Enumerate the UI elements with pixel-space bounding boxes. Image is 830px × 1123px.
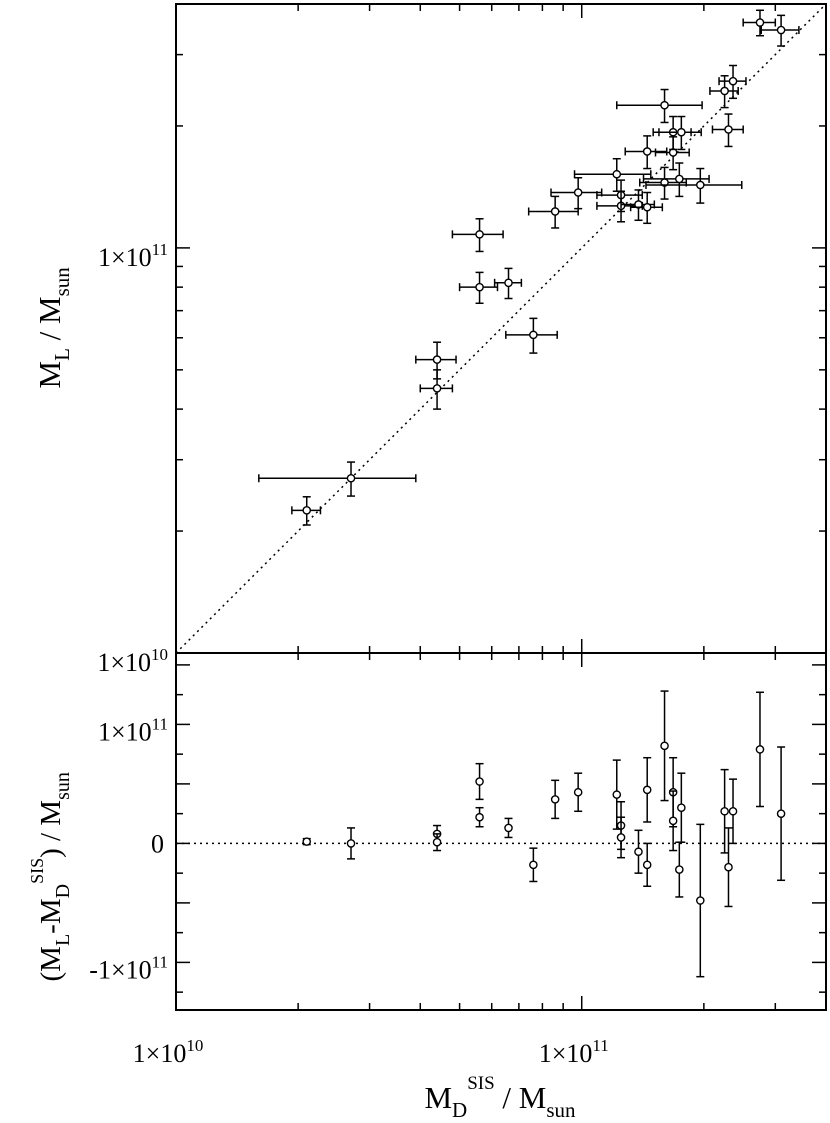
one-to-one-line: [175, 3, 827, 654]
top-y-axis-label: ML / Msun: [32, 267, 74, 389]
data-point-marker: [550, 207, 560, 216]
data-point-marker: [302, 506, 312, 515]
y-tick-label: 0: [151, 829, 164, 858]
residual-point-marker: [475, 812, 484, 822]
residual-point-marker: [720, 806, 729, 816]
x-tick-label: 1×1011: [539, 1036, 609, 1068]
x-tick-label: 1×1010: [133, 1036, 204, 1068]
y-tick-label: 1×1010: [97, 645, 168, 677]
bottom-panel-residuals: 1×1011 0 -1×1011 1×1010 1×1011 (ML-MDSIS) / M…: [27, 652, 827, 1122]
residual-point-marker: [728, 806, 738, 816]
residual-point-marker: [573, 787, 583, 797]
data-point-marker: [475, 282, 484, 292]
residual-point-marker: [550, 795, 560, 804]
data-point-marker: [660, 100, 669, 110]
residual-point-marker: [616, 833, 626, 842]
bottom-plot-frame: [175, 652, 827, 1011]
residual-point-marker: [504, 823, 513, 833]
residual-point-marker: [668, 816, 678, 826]
data-point-marker: [432, 355, 442, 364]
data-point-marker: [720, 86, 729, 96]
data-point-marker: [776, 25, 786, 35]
x-axis-label: MDSIS / Msun: [424, 1073, 576, 1122]
residual-point-marker: [776, 809, 786, 818]
data-point-marker: [728, 76, 738, 86]
data-point-marker: [634, 200, 643, 209]
residual-point-marker: [432, 837, 442, 847]
residual-point-marker: [612, 790, 622, 799]
data-point-marker: [642, 147, 652, 156]
residual-point-marker: [634, 847, 643, 857]
data-point-marker: [696, 180, 705, 190]
data-point-marker: [755, 18, 765, 27]
data-point-marker: [432, 384, 442, 393]
data-point-marker: [346, 473, 356, 483]
residual-point-marker: [475, 777, 484, 786]
data-point-marker: [612, 169, 622, 179]
residual-point-marker: [642, 785, 652, 795]
data-point-marker: [724, 125, 733, 134]
data-point-marker: [677, 127, 686, 137]
data-point-marker: [475, 230, 484, 239]
data-point-marker: [504, 278, 513, 288]
residual-point-marker: [675, 865, 684, 874]
residual-point-marker: [677, 803, 686, 813]
bottom-y-axis-label: (ML-MDSIS) / Msun: [27, 772, 74, 981]
data-point-marker: [573, 188, 583, 197]
y-tick-label: 1×1011: [98, 240, 168, 272]
residual-point-marker: [302, 837, 312, 846]
y-tick-label: 1×1011: [98, 714, 168, 746]
residual-point-marker: [755, 745, 765, 754]
y-tick-label: -1×1011: [89, 952, 168, 984]
residual-point-marker: [529, 860, 538, 870]
residual-point-marker: [346, 839, 356, 848]
data-point-marker: [642, 202, 652, 212]
residual-point-marker: [696, 896, 705, 905]
residual-point-marker: [660, 741, 669, 751]
residual-point-marker: [724, 862, 733, 872]
data-point-marker: [675, 174, 684, 184]
top-panel-scatter: 1×1010 1×1011 ML / Msun: [32, 3, 827, 677]
data-point-marker: [529, 330, 538, 340]
residual-point-marker: [642, 860, 652, 870]
